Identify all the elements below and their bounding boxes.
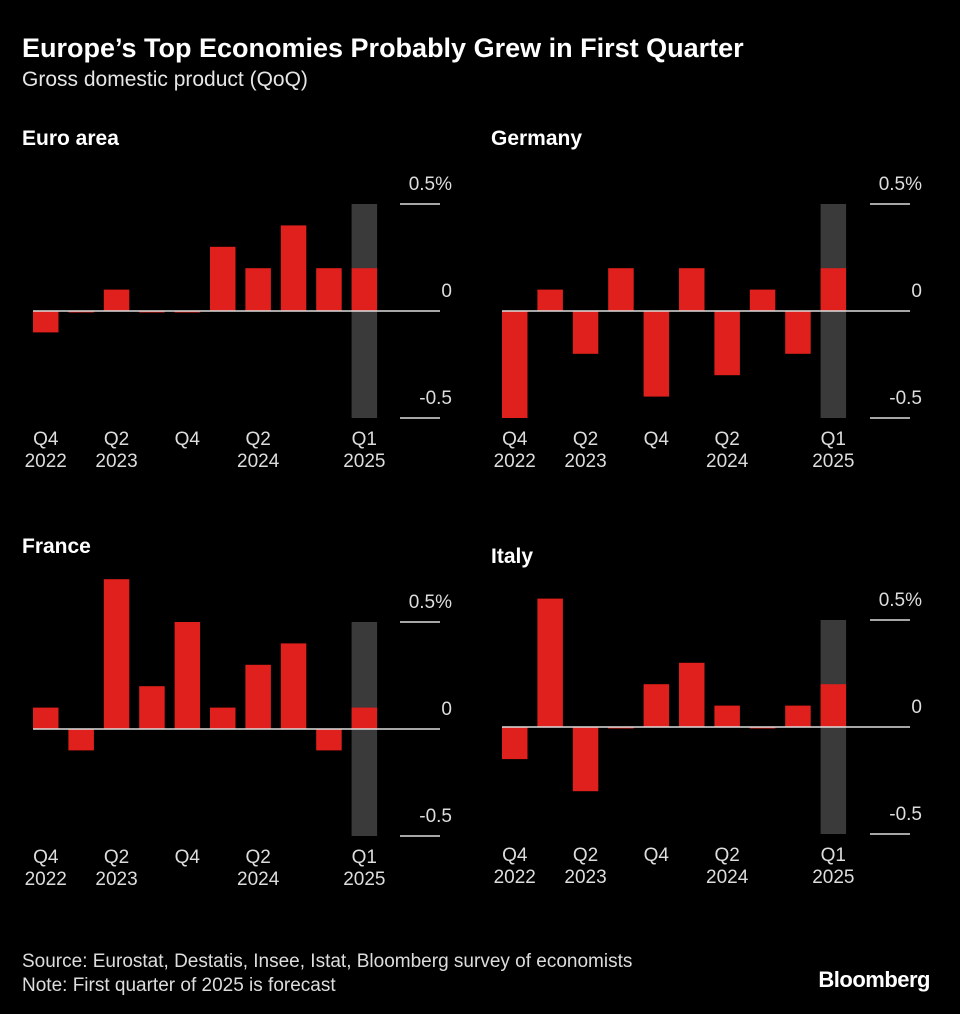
x-tick-label: Q1 2025	[812, 429, 854, 472]
bar	[572, 727, 599, 792]
y-tick-label: 0.5%	[409, 592, 452, 613]
y-tick-label: 0	[441, 699, 452, 720]
x-tick-label: Q2 2024	[237, 847, 280, 890]
bar	[714, 311, 740, 376]
bar	[502, 311, 528, 418]
x-tick-label: Q2 2023	[95, 847, 137, 890]
bar	[351, 707, 378, 729]
bar	[33, 311, 59, 333]
bar	[245, 664, 271, 729]
bar	[280, 225, 307, 311]
source: Source: Eurostat, Destatis, Insee, Istat…	[22, 951, 632, 972]
x-tick-label: Q4	[644, 429, 670, 450]
y-tick-label: -0.5	[419, 806, 452, 827]
brand: Bloomberg	[818, 967, 930, 992]
y-tick-label: -0.5	[419, 388, 452, 409]
bar	[245, 268, 271, 311]
x-tick-label: Q2 2023	[564, 845, 606, 888]
bar	[351, 268, 378, 311]
bar	[820, 268, 847, 311]
bar	[537, 289, 563, 311]
x-tick-label: Q4 2022	[25, 429, 67, 472]
bar	[280, 643, 307, 729]
bar	[33, 707, 59, 729]
y-tick-label: -0.5	[889, 388, 922, 409]
x-tick-label: Q1 2025	[812, 845, 854, 888]
y-tick-label: 0	[911, 697, 922, 718]
bar	[820, 684, 847, 727]
bar	[103, 289, 130, 311]
x-tick-label: Q4 2022	[494, 429, 536, 472]
note: Note: First quarter of 2025 is forecast	[22, 975, 336, 996]
bar	[785, 705, 811, 727]
x-tick-label: Q2 2023	[95, 429, 137, 472]
bar	[679, 662, 705, 727]
x-tick-label: Q4	[175, 429, 201, 450]
bar	[174, 622, 201, 729]
y-tick-label: 0.5%	[879, 590, 922, 611]
bar	[643, 311, 670, 397]
bar	[643, 684, 670, 727]
bar	[103, 579, 130, 729]
x-tick-label: Q4	[644, 845, 670, 866]
bar	[68, 729, 94, 751]
panel-title: Italy	[491, 545, 533, 568]
bar	[749, 289, 776, 311]
bar	[316, 729, 342, 751]
bar	[537, 598, 563, 727]
bar	[608, 268, 634, 311]
x-tick-label: Q2 2024	[706, 845, 749, 888]
x-tick-label: Q2 2024	[706, 429, 749, 472]
x-tick-label: Q2 2023	[564, 429, 606, 472]
bar	[139, 686, 165, 729]
x-tick-label: Q4 2022	[494, 845, 536, 888]
x-tick-label: Q1 2025	[343, 847, 385, 890]
bar	[502, 727, 528, 760]
y-tick-label: 0.5%	[409, 174, 452, 195]
y-tick-label: 0	[441, 281, 452, 302]
title: Europe’s Top Economies Probably Grew in …	[22, 33, 744, 63]
subtitle: Gross domestic product (QoQ)	[22, 68, 308, 91]
x-tick-label: Q1 2025	[343, 429, 385, 472]
x-tick-label: Q4 2022	[25, 847, 67, 890]
bar	[785, 311, 811, 354]
y-tick-label: 0	[911, 281, 922, 302]
bar	[210, 246, 236, 311]
bar	[679, 268, 705, 311]
y-tick-label: -0.5	[889, 804, 922, 825]
panel-title: Euro area	[22, 127, 119, 150]
bar	[210, 707, 236, 729]
x-tick-label: Q2 2024	[237, 429, 280, 472]
bar	[316, 268, 342, 311]
x-tick-label: Q4	[175, 847, 201, 868]
panel-title: France	[22, 535, 91, 558]
bar	[572, 311, 599, 354]
bar	[714, 705, 740, 727]
panel-title: Germany	[491, 127, 582, 150]
y-tick-label: 0.5%	[879, 174, 922, 195]
